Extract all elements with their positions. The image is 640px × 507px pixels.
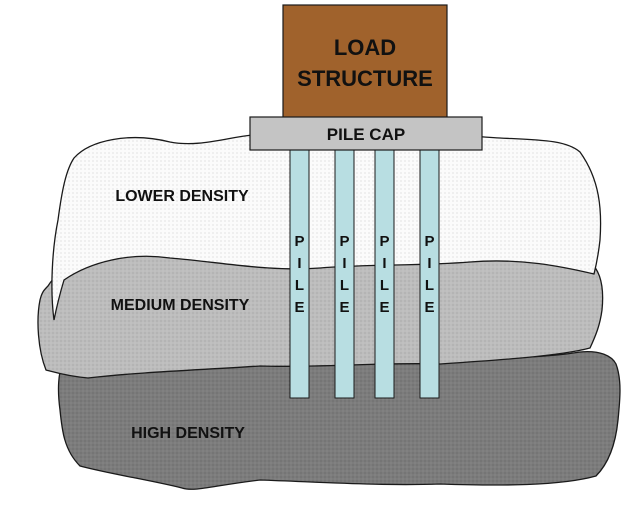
pile-shaft xyxy=(334,149,355,399)
load-structure-label-line2: STRUCTURE xyxy=(297,66,433,91)
pile-2: P I L E xyxy=(334,149,355,399)
pile-letter: E xyxy=(424,299,434,316)
pile-letter: I xyxy=(427,255,431,272)
pile-letter: P xyxy=(379,233,389,250)
pile-shaft xyxy=(374,149,395,399)
piles: P I L E P I L E P I L E P I L E xyxy=(289,149,440,399)
pile-letter: E xyxy=(339,299,349,316)
pile-letter: I xyxy=(297,255,301,272)
pile-letter: E xyxy=(294,299,304,316)
pile-letter: E xyxy=(379,299,389,316)
load-structure-block xyxy=(282,4,448,119)
pile-letter: I xyxy=(382,255,386,272)
pile-shaft xyxy=(289,149,310,399)
pile-letter: P xyxy=(339,233,349,250)
load-structure-label-line1: LOAD xyxy=(334,35,396,60)
pile-3: P I L E xyxy=(374,149,395,399)
pile-cap xyxy=(249,116,483,151)
pile-letter: P xyxy=(294,233,304,250)
medium-density-label: MEDIUM DENSITY xyxy=(111,297,250,314)
pile-cap-label: PILE CAP xyxy=(327,125,405,144)
lower-density-label: LOWER DENSITY xyxy=(115,188,249,205)
pile-letter: L xyxy=(380,277,389,294)
high-density-label: HIGH DENSITY xyxy=(131,425,245,442)
medium-density-layer xyxy=(37,249,604,379)
pile-letter: L xyxy=(295,277,304,294)
pile-shaft xyxy=(419,149,440,399)
pile-letter: I xyxy=(342,255,346,272)
pile-1: P I L E xyxy=(289,149,310,399)
pile-letter: L xyxy=(340,277,349,294)
pile-letter: L xyxy=(425,277,434,294)
pile-4: P I L E xyxy=(419,149,440,399)
pile-letter: P xyxy=(424,233,434,250)
